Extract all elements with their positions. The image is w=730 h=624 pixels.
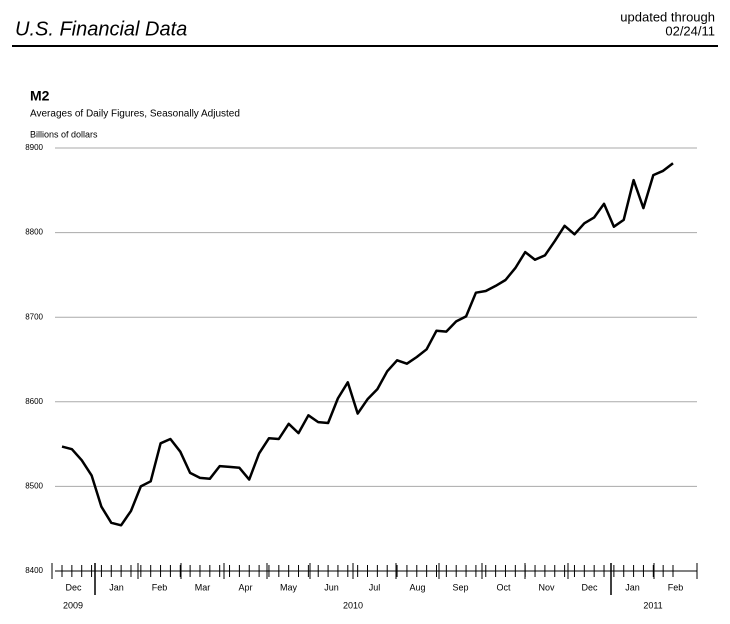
y-tick-label: 8800 [25, 228, 43, 237]
x-tick-label: Dec [581, 582, 598, 592]
y-tick-label: 8700 [25, 312, 43, 321]
x-tick-label: Apr [238, 582, 252, 592]
year-label: 2011 [643, 600, 662, 610]
year-label: 2010 [343, 600, 363, 610]
x-tick-label: Jul [369, 582, 381, 592]
y-tick-label: 8600 [25, 397, 43, 406]
x-tick-label: Oct [496, 582, 511, 592]
chart-title: M2 [30, 88, 50, 104]
page-title: U.S. Financial Data [15, 18, 187, 40]
x-tick-label: Dec [65, 582, 82, 592]
year-label: 2009 [63, 600, 83, 610]
x-tick-label: Jan [109, 582, 124, 592]
y-tick-label: 8900 [25, 143, 43, 152]
chart-subtitle: Averages of Daily Figures, Seasonally Ad… [30, 109, 240, 120]
x-tick-label: Jan [625, 582, 640, 592]
x-tick-label: Sep [452, 582, 468, 592]
x-tick-label: Feb [152, 582, 168, 592]
x-tick-label: May [280, 582, 298, 592]
y-tick-label: 8500 [25, 482, 43, 491]
data-line [61, 162, 674, 527]
x-tick-label: Jun [324, 582, 339, 592]
x-tick-label: Nov [538, 582, 555, 592]
x-tick-label: Aug [409, 582, 425, 592]
updated-date[interactable]: 02/24/11 [665, 23, 715, 38]
x-tick-label: Feb [668, 582, 684, 592]
y-tick-label: 8400 [25, 566, 43, 575]
y-axis-label: Billions of dollars [30, 129, 98, 139]
updated-label: updated through [620, 9, 715, 24]
x-tick-label: Mar [195, 582, 211, 592]
